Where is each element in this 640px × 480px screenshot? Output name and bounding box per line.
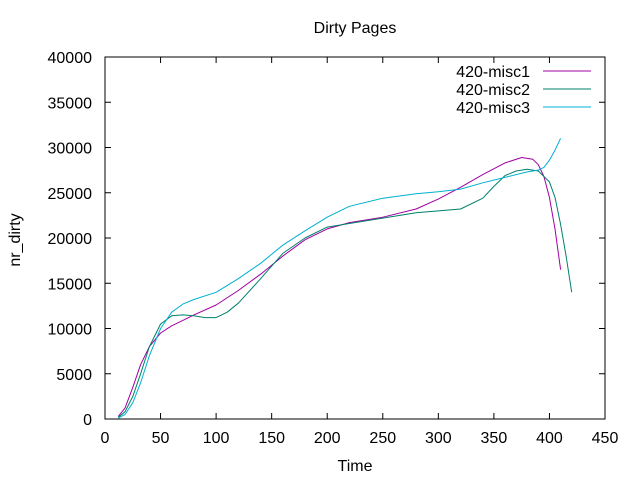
x-tick-label: 300: [425, 430, 452, 447]
y-tick-label: 10000: [48, 322, 93, 339]
y-tick-label: 20000: [48, 231, 93, 248]
y-tick-label: 15000: [48, 276, 93, 293]
x-tick-label: 0: [101, 430, 110, 447]
x-tick-label: 450: [592, 430, 619, 447]
chart-title: Dirty Pages: [314, 20, 397, 37]
y-tick-label: 40000: [48, 50, 93, 67]
x-axis-label: Time: [338, 458, 373, 475]
legend-label: 420-misc2: [456, 82, 530, 99]
axes-ticks: 0 50 100 150 200 250 300 350 400 450 0 5000 10000 150…: [48, 50, 619, 447]
x-tick-label: 250: [369, 430, 396, 447]
y-tick-label: 25000: [48, 186, 93, 203]
y-axis-label: nr_dirty: [7, 213, 24, 266]
y-tick-label: 35000: [48, 95, 93, 112]
legend-label: 420-misc1: [456, 64, 530, 81]
y-tick-label: 0: [83, 412, 92, 429]
y-tick-label: 30000: [48, 141, 93, 158]
x-tick-label: 350: [481, 430, 508, 447]
y-tick-label: 5000: [56, 367, 92, 384]
plot-frame: [104, 56, 606, 420]
series-line-420-misc2: [117, 168, 573, 418]
series-line-420-misc3: [118, 138, 562, 419]
x-tick-label: 50: [152, 430, 170, 447]
x-tick-label: 150: [258, 430, 285, 447]
series-line-420-misc1: [117, 157, 562, 417]
legend-label: 420-misc3: [456, 100, 530, 117]
series-layer: [117, 138, 573, 419]
x-tick-label: 200: [314, 430, 341, 447]
x-tick-label: 400: [536, 430, 563, 447]
x-tick-label: 100: [203, 430, 230, 447]
